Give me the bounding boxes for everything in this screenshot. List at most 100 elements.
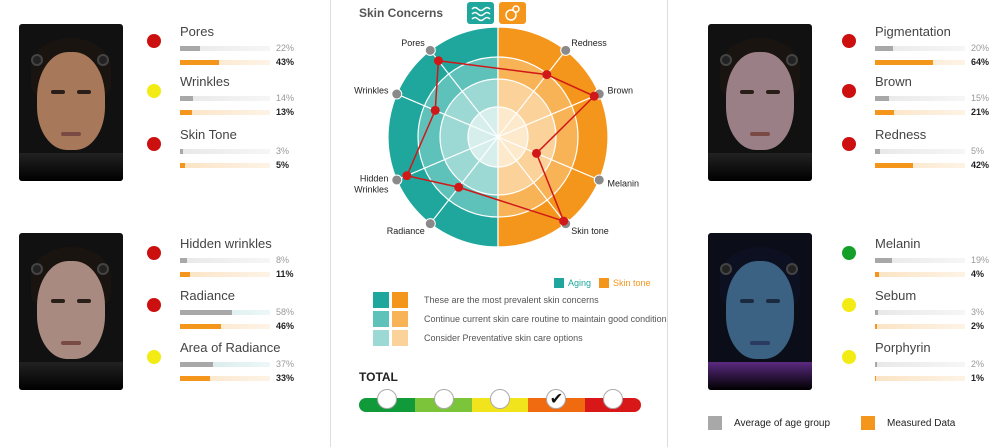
average-fill bbox=[875, 96, 889, 101]
check-icon: ✔ bbox=[549, 391, 564, 408]
measured-fill bbox=[875, 60, 933, 65]
measured-value: 1% bbox=[971, 373, 985, 383]
metric-pigmentation: Pigmentation 20% 64% bbox=[842, 24, 1000, 68]
status-dot bbox=[147, 137, 161, 151]
axis-label-2: Hidden Wrinkles bbox=[354, 173, 389, 194]
average-bar bbox=[180, 96, 270, 101]
average-value: 58% bbox=[276, 307, 295, 317]
metric-label: Pigmentation bbox=[875, 24, 951, 39]
measured-fill bbox=[180, 163, 185, 168]
measured-value: 21% bbox=[971, 107, 990, 117]
measured-value: 43% bbox=[276, 57, 295, 67]
average-bar bbox=[180, 258, 270, 263]
average-value: 37% bbox=[276, 359, 295, 369]
measured-bar bbox=[875, 376, 965, 381]
axis-label-6: Melanin bbox=[608, 178, 640, 188]
average-value: 19% bbox=[971, 255, 990, 265]
status-dot bbox=[842, 137, 856, 151]
measured-row: 1% bbox=[875, 373, 1000, 384]
status-dot bbox=[147, 84, 161, 98]
measured-value: 46% bbox=[276, 321, 295, 331]
measured-row: 11% bbox=[180, 269, 330, 280]
metric-label: Redness bbox=[875, 127, 927, 142]
measured-row: 5% bbox=[180, 160, 330, 171]
average-row: 19% bbox=[875, 255, 1000, 266]
key-text: These are the most prevalent skin concer… bbox=[424, 295, 599, 305]
metric-label: Pores bbox=[180, 24, 214, 39]
average-bar bbox=[875, 96, 965, 101]
metric-wrinkles: Wrinkles 14% 13% bbox=[147, 74, 330, 118]
average-fill bbox=[875, 362, 877, 367]
metric-porphyrin: Porphyrin 2% 1% bbox=[842, 340, 1000, 384]
spoke-4 bbox=[497, 49, 567, 138]
face-photo-pigmentation bbox=[708, 24, 812, 181]
status-dot bbox=[842, 298, 856, 312]
metric-hidden-wrinkles: Hidden wrinkles 8% 11% bbox=[147, 236, 330, 280]
average-fill bbox=[180, 96, 193, 101]
average-value: 22% bbox=[276, 43, 295, 53]
measured-value: 5% bbox=[276, 160, 290, 170]
average-value: 3% bbox=[276, 146, 290, 156]
spoke-3 bbox=[429, 136, 499, 225]
spoke-6 bbox=[497, 136, 600, 181]
average-value: 3% bbox=[971, 307, 985, 317]
measured-row: 46% bbox=[180, 321, 330, 332]
axis-label-1: Wrinkles bbox=[354, 86, 389, 96]
measured-fill bbox=[180, 110, 192, 115]
status-dot bbox=[842, 246, 856, 260]
average-value: 15% bbox=[971, 93, 990, 103]
legend-average-label: Average of age group bbox=[734, 417, 831, 429]
series-point-4 bbox=[542, 70, 552, 80]
average-row: 22% bbox=[180, 43, 330, 54]
drop-icon[interactable] bbox=[499, 2, 526, 24]
average-fill bbox=[180, 362, 214, 367]
total-option-3[interactable]: ✔ bbox=[546, 389, 567, 409]
wave-icon[interactable] bbox=[467, 2, 494, 24]
measured-fill bbox=[875, 110, 894, 115]
axis-node-6 bbox=[593, 174, 605, 186]
measured-fill bbox=[180, 324, 222, 329]
axis-node-4 bbox=[560, 44, 572, 56]
status-dot bbox=[842, 84, 856, 98]
spoke-1 bbox=[396, 93, 499, 138]
measured-bar bbox=[180, 376, 270, 381]
key-row-preventative: Consider Preventative skin care options bbox=[373, 330, 583, 346]
average-swatch bbox=[708, 416, 722, 430]
average-row: 37% bbox=[180, 359, 330, 370]
series-point-5 bbox=[589, 91, 599, 101]
legend-aging-label: Aging bbox=[568, 278, 592, 288]
legend-skin-tone-label: Skin tone bbox=[613, 278, 651, 288]
average-bar bbox=[875, 46, 965, 51]
key-text: Continue current skin care routine to ma… bbox=[424, 314, 667, 324]
measured-row: 42% bbox=[875, 160, 1000, 171]
spoke-5 bbox=[497, 93, 600, 138]
total-option-2[interactable] bbox=[490, 389, 510, 409]
average-value: 8% bbox=[276, 255, 290, 265]
key-row-continue: Continue current skin care routine to ma… bbox=[373, 311, 667, 327]
measured-swatch bbox=[861, 416, 875, 430]
average-value: 20% bbox=[971, 43, 990, 53]
average-row: 2% bbox=[875, 359, 1000, 370]
series-point-0 bbox=[433, 56, 443, 66]
average-value: 2% bbox=[971, 359, 985, 369]
measured-fill bbox=[875, 324, 877, 329]
metric-label: Sebum bbox=[875, 288, 917, 303]
average-fill bbox=[875, 310, 878, 315]
measured-value: 11% bbox=[276, 269, 294, 279]
spoke-7 bbox=[497, 136, 567, 225]
total-option-1[interactable] bbox=[433, 389, 454, 409]
average-row: 15% bbox=[875, 93, 1000, 104]
average-row: 8% bbox=[180, 255, 330, 266]
total-option-4[interactable] bbox=[602, 389, 623, 409]
average-row: 5% bbox=[875, 146, 1000, 157]
axis-node-3 bbox=[424, 218, 436, 230]
average-fill bbox=[180, 149, 183, 154]
metric-pores: Pores 22% 43% bbox=[147, 24, 330, 68]
status-dot bbox=[147, 34, 161, 48]
axis-label-4: Redness bbox=[571, 38, 607, 48]
metric-label: Hidden wrinkles bbox=[180, 236, 272, 251]
measured-bar bbox=[180, 272, 270, 277]
average-bar bbox=[180, 46, 270, 51]
total-option-0[interactable] bbox=[377, 389, 398, 409]
panel-title: Skin Concerns bbox=[359, 6, 444, 20]
